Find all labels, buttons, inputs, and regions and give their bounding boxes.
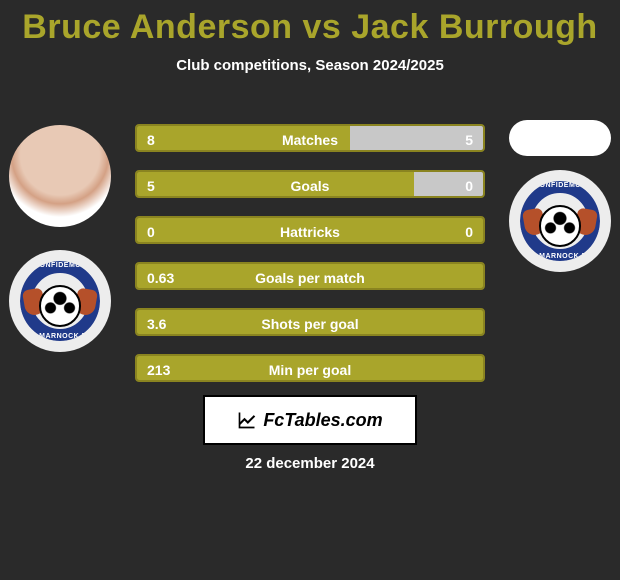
bar-metric-label: Matches — [137, 126, 483, 152]
bar-value-right: 0 — [465, 172, 473, 198]
bar-metric-label: Shots per goal — [137, 310, 483, 336]
bar-row: 5Goals0 — [135, 170, 485, 198]
player1-avatar — [9, 125, 111, 227]
page-title: Bruce Anderson vs Jack Burrough — [0, 0, 620, 47]
player2-avatar — [509, 120, 611, 156]
crest-text-bot: KILMARNOCK F.C — [26, 333, 93, 340]
bar-value-right: 0 — [465, 218, 473, 244]
bar-row: 0.63Goals per match — [135, 262, 485, 290]
comparison-bars: 8Matches55Goals00Hattricks00.63Goals per… — [135, 124, 485, 400]
footer-brand-text: FcTables.com — [263, 410, 382, 431]
bar-row: 3.6Shots per goal — [135, 308, 485, 336]
player1-club-crest: CONFIDEMUS KILMARNOCK F.C — [9, 250, 111, 352]
footer-brand-box: FcTables.com — [203, 395, 417, 445]
player2-club-crest: CONFIDEMUS KILMARNOCK F.C — [509, 170, 611, 272]
bar-metric-label: Goals — [137, 172, 483, 198]
footer-date: 22 december 2024 — [0, 455, 620, 472]
bar-row: 8Matches5 — [135, 124, 485, 152]
crest-text-top: CONFIDEMUS — [34, 262, 86, 269]
crest-text-top: CONFIDEMUS — [534, 182, 586, 189]
page-subtitle: Club competitions, Season 2024/2025 — [0, 57, 620, 74]
crest-text-bot: KILMARNOCK F.C — [526, 253, 593, 260]
bar-metric-label: Hattricks — [137, 218, 483, 244]
bar-row: 0Hattricks0 — [135, 216, 485, 244]
bar-value-right: 5 — [465, 126, 473, 152]
chart-icon — [237, 410, 257, 430]
bar-row: 213Min per goal — [135, 354, 485, 382]
bar-metric-label: Min per goal — [137, 356, 483, 382]
bar-metric-label: Goals per match — [137, 264, 483, 290]
